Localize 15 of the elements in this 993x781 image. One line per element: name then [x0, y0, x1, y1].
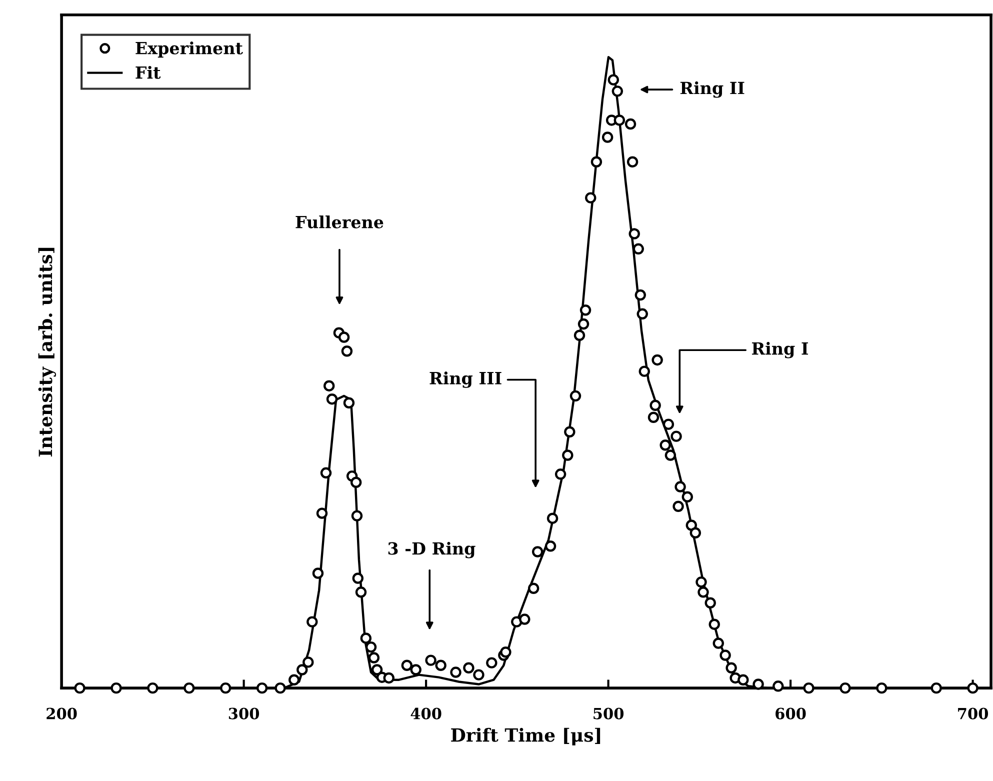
x-tick-label: 700: [958, 708, 988, 720]
annotation: Ring III: [430, 372, 502, 388]
x-tick-label: 500: [594, 708, 624, 720]
annotation: Ring I: [752, 342, 808, 358]
annotation: Fullerene: [296, 215, 384, 228]
annotation: 3 -D Ring: [388, 542, 476, 558]
legend-label: Fit: [136, 66, 161, 79]
x-tick-label: 400: [410, 708, 442, 720]
x-tick-label: 600: [776, 708, 806, 720]
x-tick-label: 300: [228, 708, 260, 720]
legend-label: Experiment: [136, 42, 243, 58]
x-tick-label: 200: [46, 708, 77, 720]
y-axis-title: Intensity [arb. units]: [38, 248, 56, 456]
x-axis-title: Drift Time [μs]: [451, 728, 600, 746]
annotation: Ring II: [680, 81, 744, 98]
